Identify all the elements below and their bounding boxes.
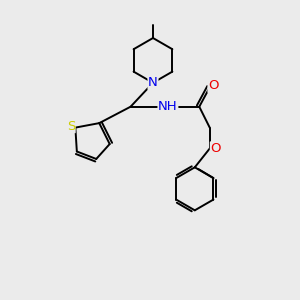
- Text: S: S: [67, 120, 75, 133]
- Text: NH: NH: [158, 100, 178, 113]
- Text: O: O: [210, 142, 221, 155]
- Text: N: N: [148, 76, 158, 89]
- Text: O: O: [208, 79, 219, 92]
